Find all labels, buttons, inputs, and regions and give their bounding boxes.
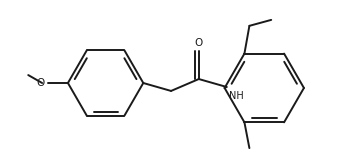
Text: O: O (195, 38, 203, 48)
Text: NH: NH (229, 91, 243, 101)
Text: O: O (37, 78, 45, 88)
